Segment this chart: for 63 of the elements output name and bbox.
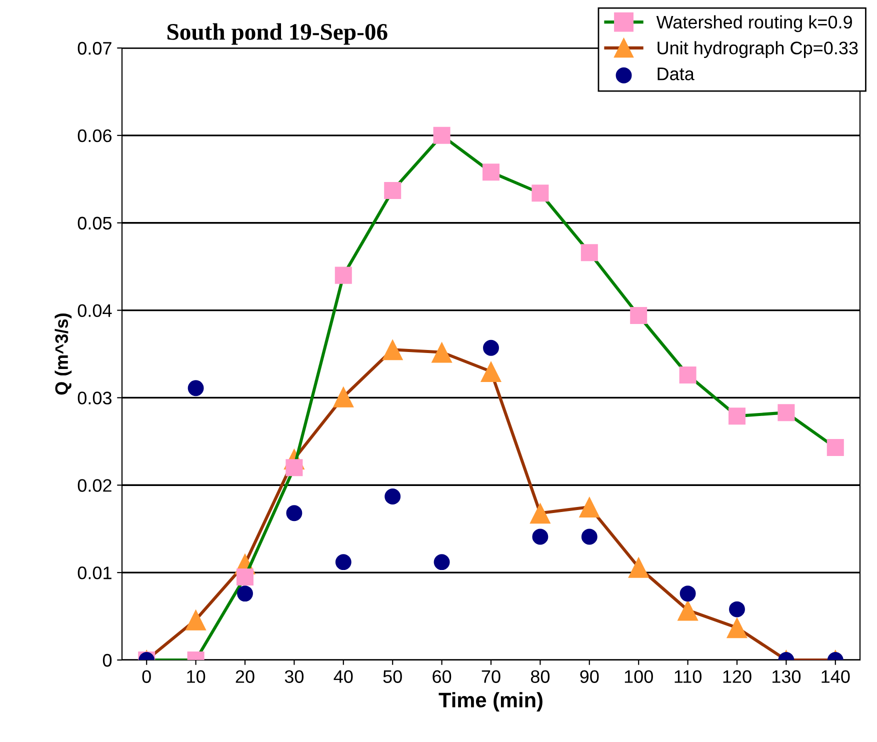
- x-tick-label: 0: [142, 670, 151, 683]
- y-tick-label: 0.03: [78, 392, 112, 404]
- point: [434, 554, 450, 570]
- point: [580, 244, 598, 262]
- y-tick-label: 0.07: [78, 42, 112, 55]
- point: [726, 617, 748, 638]
- point: [581, 528, 598, 545]
- legend-label: Data: [658, 68, 694, 80]
- x-tick-label: 10: [187, 670, 206, 683]
- x-tick-label: 90: [580, 670, 599, 683]
- point: [334, 266, 352, 284]
- y-tick-label: 0: [102, 654, 112, 667]
- y-tick-label: 0.04: [78, 304, 112, 318]
- x-tick-label: 130: [772, 670, 801, 683]
- point: [483, 340, 499, 356]
- point: [286, 505, 302, 522]
- y-tick-label: 0.05: [78, 216, 112, 230]
- legend-label: Unit hydrograph Cp=0.33: [658, 41, 858, 58]
- point: [188, 380, 204, 396]
- point: [384, 182, 402, 200]
- y-axis-title: Q (m^3/s): [54, 314, 72, 395]
- point: [826, 439, 844, 456]
- x-tick-label: 50: [383, 670, 402, 683]
- legend-label: Watershed routing k=0.9: [656, 15, 852, 32]
- point: [332, 386, 354, 408]
- x-tick-label: 40: [334, 670, 353, 683]
- point: [433, 126, 450, 144]
- point: [382, 339, 404, 360]
- point: [778, 404, 795, 422]
- point: [286, 459, 303, 476]
- y-tick-label: 0.01: [78, 566, 112, 580]
- x-tick-label: 110: [674, 670, 702, 683]
- y-tick-label: 0.02: [78, 479, 112, 492]
- point: [628, 556, 650, 578]
- x-axis-title: Time (min): [438, 692, 542, 712]
- point: [236, 568, 254, 586]
- point: [630, 307, 648, 324]
- y-tick-label: 0.06: [78, 129, 112, 142]
- x-tick-label: 120: [723, 670, 752, 683]
- x-tick-label: 20: [236, 670, 254, 683]
- point: [185, 609, 206, 630]
- point: [729, 601, 745, 618]
- chart-title: South pond 19-Sep-06: [168, 23, 388, 45]
- point: [677, 600, 698, 621]
- point: [480, 360, 502, 382]
- point: [384, 488, 401, 504]
- point: [335, 554, 352, 570]
- point: [532, 184, 549, 202]
- point: [530, 502, 551, 524]
- point: [532, 528, 548, 545]
- point: [728, 408, 746, 425]
- x-tick-label: 80: [530, 670, 550, 683]
- x-tick-label: 100: [624, 670, 653, 683]
- x-tick-label: 70: [482, 670, 500, 683]
- x-tick-label: 60: [432, 670, 452, 683]
- point: [578, 496, 600, 518]
- point: [679, 366, 696, 384]
- point: [482, 164, 500, 181]
- point: [431, 342, 452, 363]
- x-tick-label: 30: [284, 670, 304, 683]
- point: [680, 586, 696, 602]
- point: [237, 586, 253, 602]
- x-tick-label: 140: [822, 670, 850, 683]
